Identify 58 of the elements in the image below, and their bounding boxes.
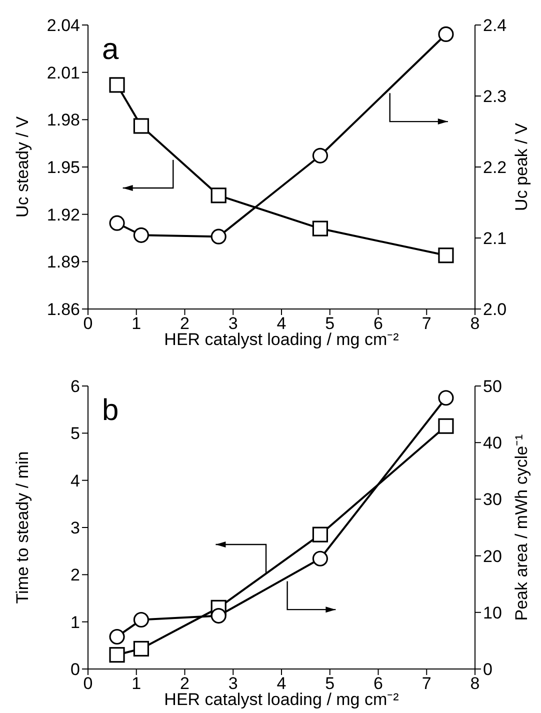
y-tick-label: 2 — [70, 566, 80, 585]
x-tick-label: 7 — [422, 674, 432, 694]
y-axis-title: Time to steady / min — [13, 451, 32, 604]
y2-tick-label: 2.0 — [483, 300, 507, 320]
y2-tick-label: 40 — [483, 434, 502, 453]
y2-tick-label: 50 — [483, 377, 502, 396]
point — [210, 608, 226, 624]
point — [210, 188, 226, 204]
annotation: a — [102, 33, 119, 67]
y-tick-label: 4 — [70, 471, 80, 490]
point — [312, 526, 328, 542]
y2-tick-label: 10 — [483, 603, 502, 622]
y-tick-label: 2.01 — [46, 63, 80, 82]
x-tick-label: 0 — [83, 674, 93, 694]
point — [133, 227, 150, 243]
point — [312, 148, 328, 164]
point — [133, 612, 150, 628]
point — [438, 26, 454, 42]
y-tick-label: 6 — [70, 377, 80, 396]
y-axis-title: Uc steady / V — [13, 116, 32, 218]
point — [438, 390, 454, 406]
y-tick-label: 3 — [70, 518, 80, 538]
x-tick-label: 1 — [132, 674, 142, 694]
x-tick-label: 7 — [422, 314, 432, 334]
point — [438, 418, 454, 434]
y-tick-label: 1 — [70, 612, 80, 632]
x-tick-label: 8 — [470, 674, 480, 694]
x-tick-label: 8 — [470, 314, 480, 334]
y2-tick-label: 2.4 — [483, 16, 507, 36]
y-tick-label: 2.04 — [46, 16, 80, 36]
point — [109, 77, 125, 93]
y2-axis-title: Uc peak / V — [512, 122, 532, 211]
point — [109, 215, 125, 231]
point — [109, 628, 125, 645]
point — [312, 550, 328, 566]
y2-tick-label: 2.3 — [483, 87, 507, 106]
y-tick-label: 1.98 — [46, 110, 80, 130]
annotation: b — [102, 394, 119, 428]
y2-tick-label: 20 — [483, 546, 502, 566]
y2-tick-label: 2.2 — [483, 158, 507, 178]
y-tick-label: 5 — [70, 424, 80, 444]
point — [133, 118, 150, 134]
y2-tick-label: 2.1 — [483, 229, 507, 248]
y-tick-label: 0 — [70, 660, 80, 680]
y-tick-label: 1.92 — [46, 205, 80, 224]
y2-axis-title: Peak area / mWh cycle⁻¹ — [512, 434, 532, 621]
point — [438, 248, 454, 264]
y2-tick-label: 0 — [483, 660, 492, 680]
point — [312, 220, 328, 236]
point — [109, 647, 125, 663]
x-tick-label: 1 — [132, 314, 142, 334]
y-tick-label: 1.95 — [46, 158, 80, 178]
point — [133, 640, 150, 657]
y2-tick-label: 30 — [483, 490, 502, 510]
y-tick-label: 1.89 — [46, 252, 80, 272]
y-tick-label: 1.86 — [46, 300, 80, 320]
x-tick-label: 0 — [83, 314, 93, 334]
point — [210, 228, 226, 244]
